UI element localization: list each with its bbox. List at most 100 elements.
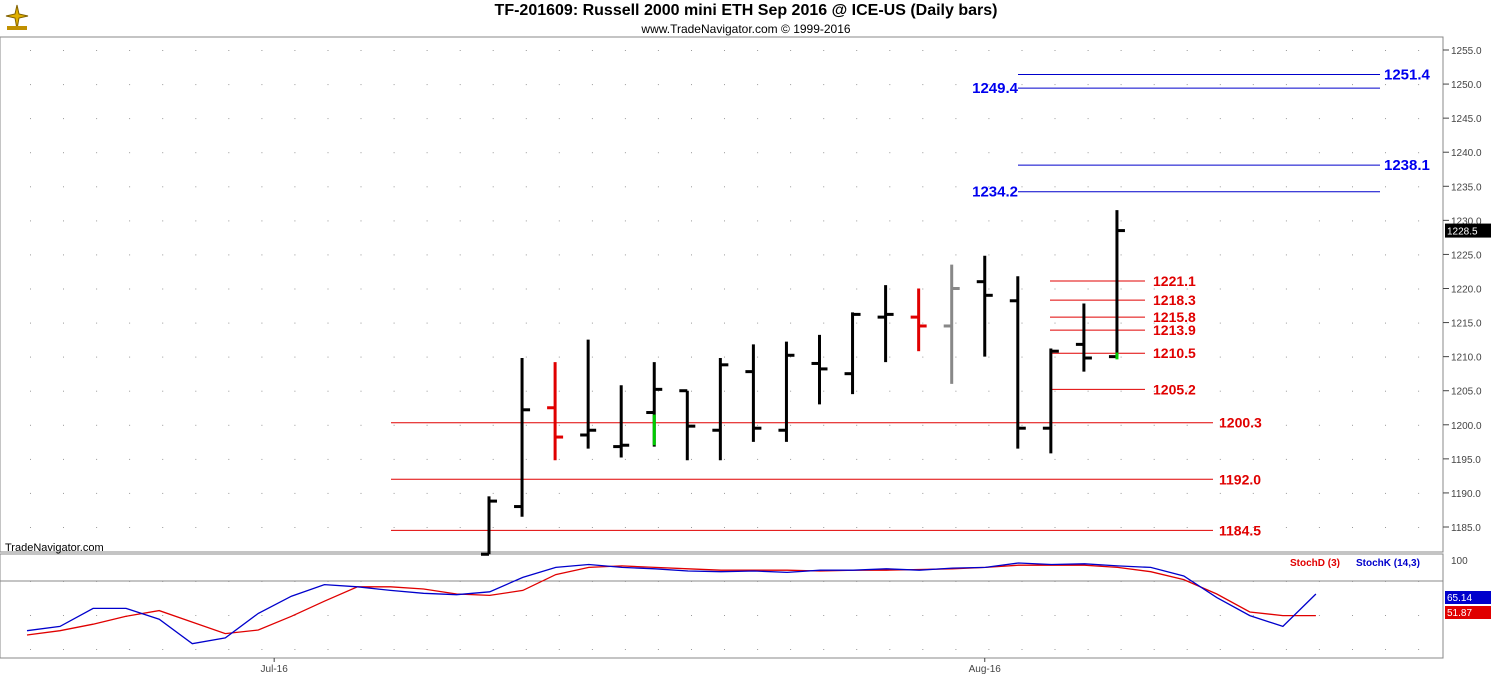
grid-dot <box>1186 152 1188 154</box>
grid-dot <box>657 84 659 86</box>
grid-dot <box>261 84 263 86</box>
grid-dot <box>1252 356 1254 358</box>
grid-dot <box>757 288 759 290</box>
grid-dot <box>1252 220 1254 222</box>
grid-dot <box>657 254 659 256</box>
grid-dot <box>129 322 131 324</box>
grid-dot <box>1352 356 1353 358</box>
stochastic-axis-max: 100 <box>1451 556 1468 567</box>
grid-dot <box>1352 220 1353 222</box>
grid-dot <box>327 186 329 188</box>
grid-dot <box>129 152 131 154</box>
grid-dot <box>1418 458 1420 460</box>
grid-dot <box>1186 492 1188 494</box>
grid-dot <box>1054 152 1056 154</box>
grid-dot <box>1385 615 1386 616</box>
grid-dot <box>790 458 792 460</box>
grid-dot <box>96 527 98 528</box>
grid-dot <box>988 527 990 528</box>
grid-dot <box>492 220 494 222</box>
grid-dot <box>294 458 296 460</box>
grid-dot <box>724 254 725 256</box>
grid-dot <box>955 527 957 528</box>
grid-dot <box>856 390 858 392</box>
grid-dot <box>558 492 560 494</box>
grid-dot <box>889 615 891 616</box>
grid-dot <box>724 118 725 120</box>
grid-dot <box>426 118 428 120</box>
grid-dot <box>922 581 924 582</box>
grid-dot <box>360 322 362 324</box>
grid-dot <box>162 581 164 582</box>
grid-dot <box>1285 84 1287 86</box>
watermark: TradeNavigator.com <box>5 542 104 554</box>
grid-dot <box>1219 220 1221 222</box>
grid-dot <box>1318 186 1320 188</box>
grid-dot <box>889 50 891 51</box>
grid-dot <box>624 118 626 120</box>
grid-dot <box>790 152 792 154</box>
grid-dot <box>1318 152 1320 154</box>
grid-dot <box>1385 220 1386 222</box>
grid-dot <box>1318 492 1320 494</box>
grid-dot <box>724 615 725 616</box>
grid-dot <box>327 424 329 426</box>
grid-dot <box>492 492 494 494</box>
grid-dot <box>1318 220 1320 222</box>
grid-dot <box>195 254 197 256</box>
grid-dot <box>459 390 461 392</box>
grid-dot <box>1285 356 1287 358</box>
grid-dot <box>96 84 98 86</box>
grid-dot <box>856 424 858 426</box>
grid-dot <box>1219 186 1221 188</box>
grid-dot <box>30 288 31 290</box>
grid-dot <box>195 84 197 86</box>
grid-dot <box>525 581 527 582</box>
grid-dot <box>1186 186 1188 188</box>
price-tick-label: 1240.0 <box>1451 148 1482 159</box>
grid-dot <box>1318 390 1320 392</box>
grid-dot <box>1352 118 1353 120</box>
grid-dot <box>790 649 792 650</box>
grid-dot <box>757 186 759 188</box>
grid-dot <box>724 152 725 154</box>
grid-dot <box>1120 84 1122 86</box>
grid-dot <box>459 615 461 616</box>
grid-dot <box>30 424 31 426</box>
grid-dot <box>195 356 197 358</box>
grid-dot <box>492 50 494 51</box>
grid-dot <box>823 424 825 426</box>
grid-dot <box>360 254 362 256</box>
grid-dot <box>129 458 131 460</box>
grid-dot <box>327 220 329 222</box>
grid-dot <box>261 527 263 528</box>
grid-dot <box>327 254 329 256</box>
grid-dot <box>988 458 990 460</box>
grid-dot <box>261 186 263 188</box>
grid-dot <box>30 649 31 650</box>
grid-dot <box>1021 186 1023 188</box>
grid-dot <box>228 84 230 86</box>
grid-dot <box>525 254 527 256</box>
grid-dot <box>988 615 990 616</box>
grid-dot <box>294 220 296 222</box>
grid-dot <box>195 322 197 324</box>
grid-dot <box>823 288 825 290</box>
grid-dot <box>955 118 957 120</box>
grid-dot <box>591 152 593 154</box>
grid-dot <box>1153 186 1155 188</box>
grid-dot <box>1219 615 1221 616</box>
grid-dot <box>1021 581 1023 582</box>
grid-dot <box>1021 288 1023 290</box>
grid-dot <box>1285 254 1287 256</box>
grid-dot <box>856 118 858 120</box>
grid-dot <box>459 220 461 222</box>
grid-dot <box>624 254 626 256</box>
grid-dot <box>922 220 924 222</box>
grid-dot <box>360 356 362 358</box>
grid-dot <box>889 84 891 86</box>
grid-dot <box>63 615 64 616</box>
grid-dot <box>393 581 395 582</box>
grid-dot <box>823 458 825 460</box>
grid-dot <box>889 424 891 426</box>
